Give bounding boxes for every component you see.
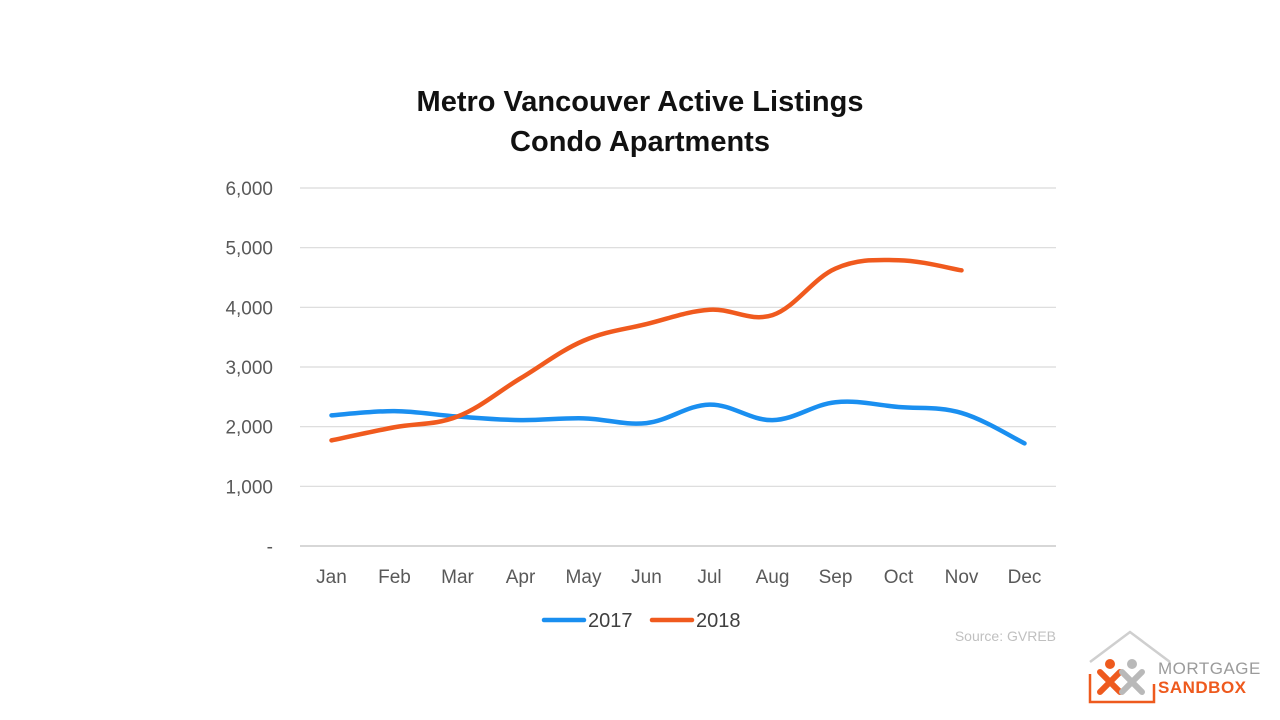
- series-line-2018: [329, 257, 964, 443]
- y-tick-label: 4,000: [225, 298, 273, 319]
- chart-subtitle: Condo Apartments: [510, 126, 770, 158]
- y-tick-label: 3,000: [225, 358, 273, 379]
- legend-label-2018: 2018: [696, 610, 741, 632]
- x-tick-label: Feb: [378, 567, 411, 588]
- x-tick-label: Apr: [506, 567, 536, 588]
- mortgage-sandbox-logo: [1088, 630, 1171, 704]
- logo-text-mortgage: MORTGAGE: [1158, 659, 1261, 678]
- roof-icon: [1089, 630, 1171, 663]
- legend-label-2017: 2017: [588, 610, 633, 632]
- y-tick-label: 1,000: [225, 477, 273, 498]
- y-tick-label: 6,000: [225, 179, 273, 200]
- x-tick-label: Dec: [1008, 567, 1042, 588]
- y-tick-label: -: [267, 537, 273, 558]
- people-icon: [1097, 659, 1145, 695]
- x-tick-label: Aug: [756, 567, 790, 588]
- x-tick-label: Jun: [631, 567, 662, 588]
- house-frame-icon: [1088, 674, 1156, 704]
- y-tick-label: 2,000: [225, 418, 273, 439]
- y-tick-label: 5,000: [225, 239, 273, 260]
- chart-title: Metro Vancouver Active Listings: [416, 86, 864, 118]
- source-note: Source: GVREB: [954, 628, 1056, 644]
- x-tick-label: Jul: [697, 567, 721, 588]
- x-tick-label: Nov: [945, 567, 979, 588]
- x-tick-label: Jan: [316, 567, 347, 588]
- x-tick-label: Sep: [819, 567, 853, 588]
- x-tick-label: May: [566, 567, 602, 588]
- logo-text-sandbox: SANDBOX: [1158, 678, 1247, 697]
- x-tick-label: Mar: [441, 567, 474, 588]
- x-tick-label: Oct: [884, 567, 914, 588]
